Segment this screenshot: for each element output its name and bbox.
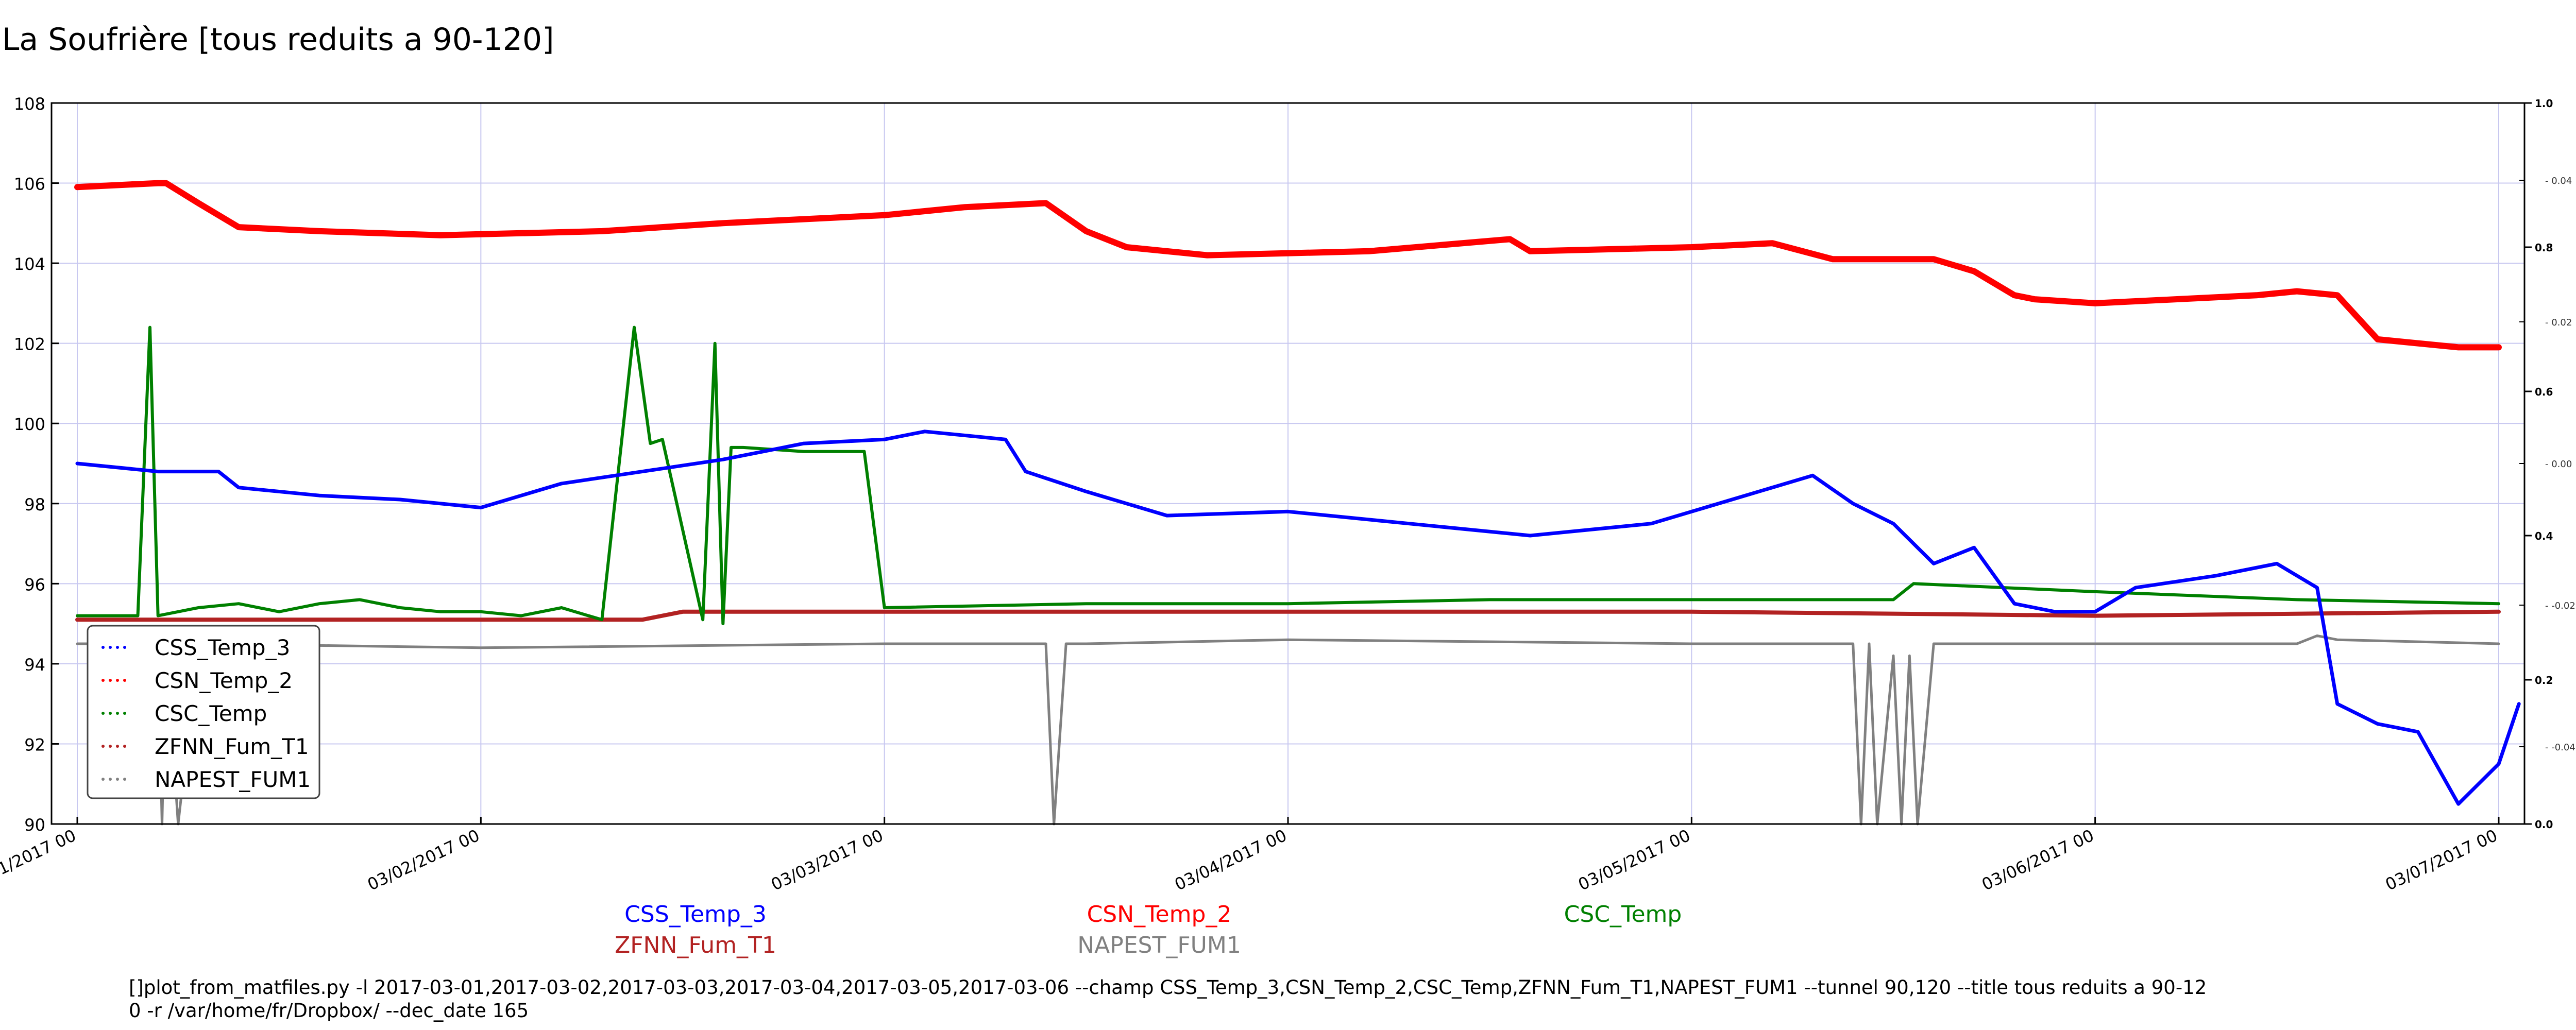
series-line-CSC_Temp — [76, 325, 2500, 626]
series-label-CSS_Temp_3: CSS_Temp_3 — [624, 901, 767, 928]
series-label-ZFNN_Fum_T1: ZFNN_Fum_T1 — [615, 932, 776, 958]
y-tick-label: 100 — [14, 415, 45, 434]
legend-marker — [123, 712, 126, 715]
legend-box — [87, 625, 320, 799]
legend-marker — [109, 646, 112, 649]
legend-label: ZFNN_Fum_T1 — [155, 734, 309, 759]
right-outer-tick-label: 0.2 — [2535, 674, 2553, 686]
legend-marker — [116, 745, 119, 748]
right-outer-tick-label: 0.4 — [2535, 530, 2553, 542]
series-line-ZFNN_Fum_T1 — [75, 609, 2501, 622]
legend-marker — [101, 745, 105, 748]
legend-marker — [101, 679, 105, 682]
legend-marker — [116, 679, 119, 682]
legend-marker — [116, 712, 119, 715]
y-tick-label: 108 — [14, 94, 45, 114]
command-line-2: 0 -r /var/home/fr/Dropbox/ --dec_date 16… — [129, 1000, 529, 1022]
right-inner-tick-label: - -0.02 — [2545, 600, 2575, 611]
right-inner-tick-label: - -0.04 — [2545, 742, 2575, 753]
legend-marker — [123, 679, 126, 682]
legend-marker — [109, 778, 112, 781]
legend-marker — [116, 778, 119, 781]
y-tick-label: 92 — [24, 735, 45, 754]
y-tick-label: 106 — [14, 175, 45, 194]
command-line-1: []plot_from_matfiles.py -l 2017-03-01,20… — [129, 976, 2207, 999]
right-outer-tick-label: 0.0 — [2535, 818, 2553, 831]
grid-layer — [52, 103, 2524, 824]
legend-marker — [101, 712, 105, 715]
legend-label: NAPEST_FUM1 — [155, 767, 311, 792]
series-line-CSN_Temp_2 — [74, 180, 2502, 351]
command-line-text: []plot_from_matfiles.py -l 2017-03-01,20… — [129, 976, 2447, 1022]
legend-marker — [123, 778, 126, 781]
right-inner-tick-label: - 0.02 — [2545, 317, 2572, 328]
x-tick-label: 03/06/2017 00 — [1979, 826, 2097, 895]
series-label-CSC_Temp: CSC_Temp — [1564, 901, 1682, 928]
right-outer-tick-label: 0.8 — [2535, 242, 2553, 254]
legend-label: CSN_Temp_2 — [155, 668, 293, 693]
legend-marker — [109, 712, 112, 715]
x-tick-label: 03/05/2017 00 — [1575, 826, 1693, 895]
y-tick-label: 96 — [24, 575, 45, 594]
y-tick-label: 102 — [14, 335, 45, 354]
legend-marker — [109, 745, 112, 748]
legend-marker — [101, 646, 105, 649]
y-tick-label: 94 — [24, 655, 45, 675]
y-tick-label: 104 — [14, 254, 45, 274]
legend-label: CSC_Temp — [155, 701, 267, 726]
x-tick-label: 03/02/2017 00 — [364, 826, 482, 895]
right-inner-tick-label: - 0.00 — [2545, 459, 2572, 470]
legend-label: CSS_Temp_3 — [155, 635, 290, 660]
legend-marker — [109, 679, 112, 682]
y-tick-label: 98 — [24, 495, 45, 514]
series-label-CSN_Temp_2: CSN_Temp_2 — [1087, 901, 1232, 928]
right-outer-tick-label: 0.6 — [2535, 386, 2553, 398]
legend-marker — [116, 646, 119, 649]
x-tick-label: 03/07/2017 00 — [2382, 826, 2500, 895]
x-tick-label: 03/03/2017 00 — [768, 826, 886, 895]
series-label-NAPEST_FUM1: NAPEST_FUM1 — [1077, 932, 1241, 958]
y-tick-label: 90 — [24, 815, 45, 835]
legend-marker — [123, 646, 126, 649]
legend: CSS_Temp_3 CSN_Temp_2 CSC_Temp ZFNN_Fum_T1 N… — [87, 625, 320, 799]
right-outer-tick-label: 1.0 — [2535, 97, 2553, 110]
x-tick-label: 03/04/2017 00 — [1172, 826, 1290, 895]
right-inner-tick-label: - 0.04 — [2545, 176, 2572, 186]
chart-title: La Soufrière [tous reduits a 90-120] — [2, 22, 554, 58]
legend-marker — [123, 745, 126, 748]
series-line-CSS_Temp_3 — [75, 430, 2521, 806]
legend-marker — [101, 778, 105, 781]
